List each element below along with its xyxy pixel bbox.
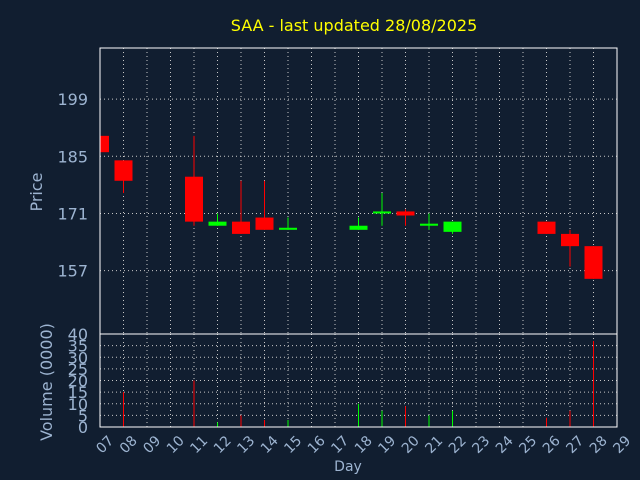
candle-body [255, 217, 274, 230]
x-tick-label: 17 [328, 433, 352, 457]
x-tick-label: 29 [610, 433, 634, 457]
candle-body [185, 176, 203, 222]
x-tick-label: 20 [399, 433, 423, 457]
candle-20 [396, 209, 415, 226]
price-panel-frame [99, 47, 618, 335]
x-ticks: 07 08 09 10 11 12 13 14 15 16 17 18 19 20 21 22 23 24 25 26… [93, 433, 634, 457]
x-tick-label: 14 [258, 433, 282, 457]
candle-body [420, 223, 438, 226]
volume-y-tick-label: 15 [68, 383, 88, 402]
candle-21 [420, 213, 438, 230]
x-tick-label: 11 [187, 433, 211, 457]
candle-body [561, 233, 579, 247]
candle-22 [443, 221, 462, 234]
candle-body [443, 221, 462, 232]
x-tick-label: 24 [493, 433, 517, 457]
x-tick-label: 07 [93, 433, 117, 457]
candle-12 [208, 213, 227, 226]
volume-y-tick-label: 25 [68, 360, 88, 379]
volume-bars [123, 340, 594, 427]
x-tick-label: 28 [587, 433, 611, 457]
candle-body [373, 211, 391, 214]
price-y-tick-label: 185 [57, 147, 88, 166]
candle-07 [99, 135, 109, 153]
volume-y-tick-label: 5 [78, 406, 88, 425]
volume-y-tick-label: 10 [68, 395, 88, 414]
candle-body [349, 225, 368, 230]
x-tick-label: 08 [117, 433, 141, 457]
candle-26 [537, 221, 556, 234]
candle-body [396, 211, 415, 216]
x-tick-label: 18 [352, 433, 376, 457]
x-tick-label: 12 [211, 433, 235, 457]
volume-y-tick-label: 40 [68, 325, 88, 344]
volume-y-tick-label: 30 [68, 348, 88, 367]
x-axis-label: Day [334, 459, 362, 475]
price-axis-label: Price [27, 172, 46, 211]
candle-15 [279, 217, 297, 230]
price-y-tick-label: 171 [57, 204, 88, 223]
x-tick-label: 16 [305, 433, 329, 457]
candle-body [584, 246, 603, 279]
candle-11 [185, 135, 203, 226]
volume-axis-label: Volume (0000) [37, 323, 56, 441]
x-tick-label: 25 [516, 433, 540, 457]
price-grid [99, 48, 618, 334]
candle-body [279, 227, 297, 230]
x-tick-label: 15 [281, 433, 305, 457]
candle-28 [584, 246, 603, 279]
candle-27 [561, 229, 579, 267]
candles [99, 135, 603, 279]
volume-y-tick-label: 0 [78, 418, 88, 437]
x-tick-label: 22 [446, 433, 470, 457]
candle-18 [349, 217, 368, 230]
price-y-tick-label: 157 [57, 262, 88, 281]
x-tick-label: 10 [164, 433, 188, 457]
x-tick-label: 26 [540, 433, 564, 457]
candle-08 [114, 160, 133, 194]
chart-title: SAA - last updated 28/08/2025 [231, 16, 478, 35]
price-y-tick-label: 199 [57, 90, 88, 109]
x-tick-label: 09 [140, 433, 164, 457]
price-y-ticks: 157 171 185 199 [57, 90, 88, 281]
volume-y-tick-label: 20 [68, 372, 88, 391]
x-tick-label: 23 [469, 433, 493, 457]
candle-body [208, 221, 227, 226]
candle-body [114, 160, 133, 181]
candle-body [232, 221, 250, 234]
candle-13 [232, 180, 250, 234]
volume-y-tick-label: 35 [68, 337, 88, 356]
candle-body [537, 221, 556, 234]
x-tick-label: 27 [563, 433, 587, 457]
x-tick-label: 21 [422, 433, 446, 457]
volume-panel-frame [99, 333, 618, 428]
x-tick-label: 19 [375, 433, 399, 457]
candle-body [100, 135, 109, 153]
candle-19 [373, 193, 391, 226]
x-tick-label: 13 [234, 433, 258, 457]
candle-14 [255, 180, 274, 230]
